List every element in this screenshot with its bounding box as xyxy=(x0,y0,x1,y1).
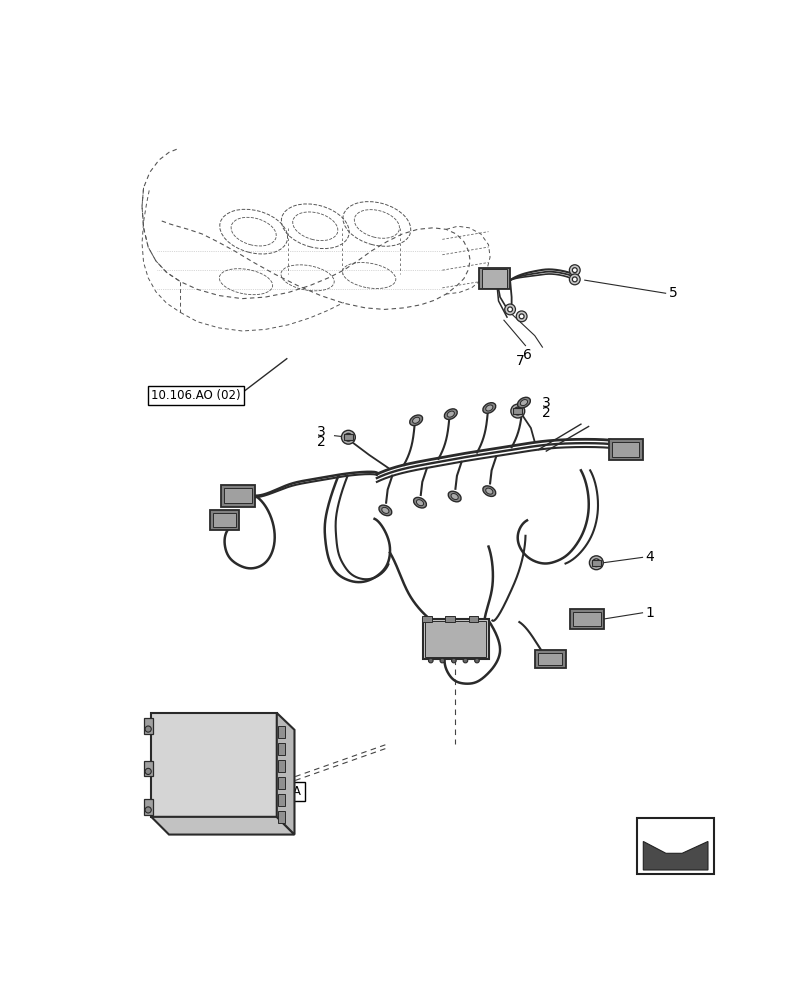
Text: 3: 3 xyxy=(542,396,551,410)
Circle shape xyxy=(474,658,478,663)
Bar xyxy=(537,653,562,665)
Ellipse shape xyxy=(447,411,454,417)
Circle shape xyxy=(145,807,151,813)
Ellipse shape xyxy=(448,491,461,502)
Text: 55.015.AA: 55.015.AA xyxy=(240,785,301,798)
Ellipse shape xyxy=(485,405,492,411)
Bar xyxy=(608,439,642,460)
Circle shape xyxy=(569,265,579,276)
Ellipse shape xyxy=(483,403,496,413)
Circle shape xyxy=(341,430,355,444)
Circle shape xyxy=(344,433,352,441)
Bar xyxy=(277,811,285,823)
Polygon shape xyxy=(151,713,277,817)
Bar xyxy=(277,726,285,738)
Bar xyxy=(468,616,477,622)
Bar xyxy=(423,619,488,659)
Bar xyxy=(277,743,285,755)
Bar xyxy=(445,616,454,622)
Circle shape xyxy=(451,658,456,663)
Circle shape xyxy=(518,314,523,319)
Ellipse shape xyxy=(520,400,527,406)
Text: 7: 7 xyxy=(515,354,524,368)
Circle shape xyxy=(507,307,512,312)
Circle shape xyxy=(589,556,603,570)
Bar xyxy=(144,799,152,815)
Ellipse shape xyxy=(410,415,422,426)
Text: 10.106.AO (02): 10.106.AO (02) xyxy=(151,389,241,402)
Bar xyxy=(144,761,152,776)
Text: 5: 5 xyxy=(668,286,676,300)
Bar xyxy=(513,408,521,414)
Circle shape xyxy=(513,407,521,415)
Ellipse shape xyxy=(379,505,391,516)
Bar xyxy=(277,794,285,806)
Polygon shape xyxy=(642,841,707,870)
Bar xyxy=(611,442,639,457)
Ellipse shape xyxy=(483,486,496,496)
Bar xyxy=(534,650,564,668)
Circle shape xyxy=(516,311,526,322)
Ellipse shape xyxy=(412,417,419,423)
Circle shape xyxy=(510,404,524,418)
Bar xyxy=(573,612,600,626)
Text: 1: 1 xyxy=(645,606,654,620)
Bar xyxy=(422,616,431,622)
Bar xyxy=(212,513,236,527)
Circle shape xyxy=(572,277,577,282)
Bar xyxy=(144,718,152,734)
Circle shape xyxy=(428,658,432,663)
Circle shape xyxy=(569,274,579,285)
Circle shape xyxy=(462,658,467,663)
Ellipse shape xyxy=(444,409,457,419)
Bar xyxy=(277,777,285,789)
Polygon shape xyxy=(277,713,294,835)
Ellipse shape xyxy=(416,500,423,506)
Ellipse shape xyxy=(413,497,426,508)
Text: 4: 4 xyxy=(645,550,654,564)
Circle shape xyxy=(145,726,151,732)
Bar xyxy=(221,485,255,507)
Circle shape xyxy=(504,304,515,315)
Circle shape xyxy=(592,559,599,567)
Bar xyxy=(482,269,506,288)
Bar xyxy=(637,818,713,874)
Text: 2: 2 xyxy=(542,406,551,420)
Bar xyxy=(425,621,486,657)
Text: 2: 2 xyxy=(316,435,325,449)
Ellipse shape xyxy=(381,507,388,513)
Ellipse shape xyxy=(450,494,457,500)
Bar xyxy=(569,609,603,629)
Ellipse shape xyxy=(485,488,492,494)
Bar xyxy=(209,510,238,530)
Ellipse shape xyxy=(517,397,530,408)
Bar xyxy=(277,760,285,772)
Bar xyxy=(343,434,353,440)
Bar xyxy=(478,268,509,289)
Polygon shape xyxy=(151,817,294,835)
Text: 6: 6 xyxy=(522,348,531,362)
Circle shape xyxy=(440,658,444,663)
Bar xyxy=(591,560,600,566)
Circle shape xyxy=(145,768,151,774)
Circle shape xyxy=(572,268,577,273)
Bar xyxy=(224,488,252,503)
Text: 3: 3 xyxy=(316,425,325,439)
